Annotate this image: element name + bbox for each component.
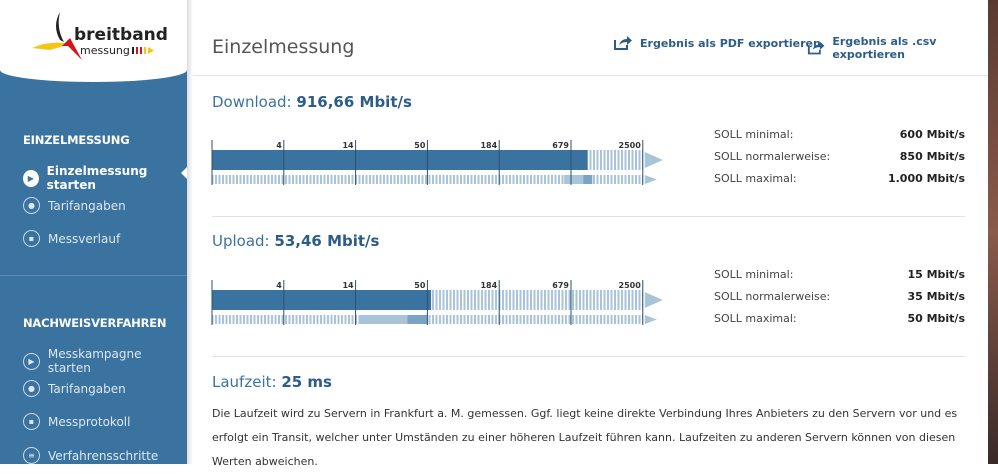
sidebar-item-label: Verfahrensschritte xyxy=(48,448,159,463)
user-tariff-icon: ● xyxy=(23,197,40,214)
download-heading: Download: 916,66 Mbit/s xyxy=(212,93,412,111)
spec-value: 50 Mbit/s xyxy=(907,312,965,325)
soll-arrow xyxy=(644,315,657,324)
export-icon xyxy=(807,41,825,55)
sidebar-item-tarifangaben[interactable]: ● Tarifangaben xyxy=(23,197,126,214)
latency-info-text: Die Laufzeit wird zu Servern in Frankfur… xyxy=(212,407,958,468)
page-title: Einzelmessung xyxy=(212,36,355,58)
soll-min-row: SOLL minimal: 15 Mbit/s xyxy=(714,264,965,286)
logo-area: breitband messung xyxy=(0,0,187,82)
tick-label: 4 xyxy=(276,141,282,150)
window-edge xyxy=(988,0,998,464)
download-value: 916,66 Mbit/s xyxy=(296,93,412,111)
tick-label: 50 xyxy=(414,141,426,150)
svg-text:breitband: breitband xyxy=(74,25,168,45)
download-speed-gauge: 4 14 50 184 679 2500 xyxy=(211,140,663,185)
soll-min-normal-range xyxy=(359,315,408,324)
active-indicator xyxy=(181,167,187,179)
soll-min-row: SOLL minimal: 600 Mbit/s xyxy=(714,124,965,146)
user-tariff-icon: ● xyxy=(23,380,40,397)
spec-value: 1.000 Mbit/s xyxy=(887,172,965,185)
soll-arrow xyxy=(644,175,657,184)
sidebar-item-label: Messverlauf xyxy=(48,231,121,246)
tick-label: 50 xyxy=(414,281,426,290)
gauge-arrow xyxy=(644,292,663,308)
sidebar-item-verfahrensschritte[interactable]: ≡ Verfahrensschritte xyxy=(23,447,158,464)
divider xyxy=(212,356,965,357)
sidebar-item-label: Messprotokoll xyxy=(48,414,131,429)
latency-heading: Laufzeit: 25 ms xyxy=(212,373,332,391)
export-icon xyxy=(614,36,632,50)
sidebar-item-label: Tarifangaben xyxy=(48,381,126,396)
sidebar: breitband messung EINZELMESSUNG ▶ Einzelm… xyxy=(0,0,187,464)
header-divider xyxy=(193,75,988,76)
export-csv-button[interactable]: Ergebnis als .csv exportieren xyxy=(807,35,998,61)
sidebar-item-label: Messkampagne starten xyxy=(47,347,142,375)
export-pdf-label: Ergebnis als PDF exportieren xyxy=(640,36,821,50)
sidebar-shadow xyxy=(187,0,193,464)
soll-min-normal-range xyxy=(564,175,584,184)
spec-label: SOLL maximal: xyxy=(714,172,797,185)
tick-label: 679 xyxy=(552,141,569,150)
upload-heading: Upload: 53,46 Mbit/s xyxy=(212,232,379,250)
tick-label: 184 xyxy=(480,141,497,150)
calendar-icon: ▪ xyxy=(23,230,40,247)
sidebar-divider xyxy=(0,275,187,276)
export-pdf-button[interactable]: Ergebnis als PDF exportieren xyxy=(613,35,821,51)
tick-label: 679 xyxy=(552,281,569,290)
upload-label: Upload: xyxy=(212,232,270,250)
breitbandmessung-logo[interactable]: breitband messung xyxy=(30,10,170,66)
soll-normal-max-range xyxy=(407,315,428,324)
spec-value: 600 Mbit/s xyxy=(899,128,965,141)
measured-bar xyxy=(212,150,588,170)
soll-normal-max-range xyxy=(583,175,593,184)
upload-value: 53,46 Mbit/s xyxy=(274,232,380,250)
spec-label: SOLL minimal: xyxy=(714,268,794,281)
tick-label: 2500 xyxy=(619,141,642,150)
sidebar-heading-nachweisverfahren: NACHWEISVERFAHREN xyxy=(23,316,167,330)
soll-normal-row: SOLL normalerweise: 35 Mbit/s xyxy=(714,286,965,308)
sidebar-item-messverlauf[interactable]: ▪ Messverlauf xyxy=(23,230,120,247)
spec-label: SOLL normalerweise: xyxy=(714,290,831,303)
sidebar-heading-einzelmessung: EINZELMESSUNG xyxy=(23,133,130,147)
tick-label: 4 xyxy=(276,281,282,290)
latency-label: Laufzeit: xyxy=(212,373,277,391)
gauge-arrow xyxy=(644,152,663,168)
soll-max-row: SOLL maximal: 50 Mbit/s xyxy=(714,308,965,330)
spec-value: 15 Mbit/s xyxy=(907,268,965,281)
upload-speed-gauge: 4 14 50 184 679 2500 xyxy=(211,280,663,325)
soll-max-row: SOLL maximal: 1.000 Mbit/s xyxy=(714,168,965,190)
svg-text:messung: messung xyxy=(80,44,130,57)
spec-label: SOLL maximal: xyxy=(714,312,797,325)
play-icon: ▶ xyxy=(23,352,40,370)
download-label: Download: xyxy=(212,93,292,111)
spec-value: 35 Mbit/s xyxy=(907,290,965,303)
tick-label: 184 xyxy=(480,281,497,290)
tick-label: 14 xyxy=(342,281,354,290)
sidebar-item-messprotokoll[interactable]: ▪ Messprotokoll xyxy=(23,413,130,430)
upload-soll-table: SOLL minimal: 15 Mbit/s SOLL normalerweis… xyxy=(714,264,965,330)
tick-label: 2500 xyxy=(619,281,642,290)
sidebar-item-label: Einzelmessung starten xyxy=(46,164,148,192)
play-icon: ▶ xyxy=(23,169,39,187)
export-csv-label: Ergebnis als .csv exportieren xyxy=(832,35,937,61)
spec-label: SOLL minimal: xyxy=(714,128,794,141)
soll-normal-row: SOLL normalerweise: 850 Mbit/s xyxy=(714,146,965,168)
spec-label: SOLL normalerweise: xyxy=(714,150,831,163)
divider xyxy=(212,216,965,217)
latency-value: 25 ms xyxy=(281,373,332,391)
sidebar-item-label: Tarifangaben xyxy=(48,198,126,213)
sidebar-item-tarifangaben-2[interactable]: ● Tarifangaben xyxy=(23,380,126,397)
tick-label: 14 xyxy=(342,141,354,150)
spec-value: 850 Mbit/s xyxy=(899,150,965,163)
download-soll-table: SOLL minimal: 600 Mbit/s SOLL normalerwei… xyxy=(714,124,965,190)
measured-bar xyxy=(212,290,432,310)
document-icon: ▪ xyxy=(23,413,40,430)
list-icon: ≡ xyxy=(23,447,40,464)
sidebar-item-einzelmessung-starten[interactable]: ▶ Einzelmessung starten xyxy=(23,164,187,192)
sidebar-item-messkampagne-starten[interactable]: ▶ Messkampagne starten xyxy=(23,347,187,375)
